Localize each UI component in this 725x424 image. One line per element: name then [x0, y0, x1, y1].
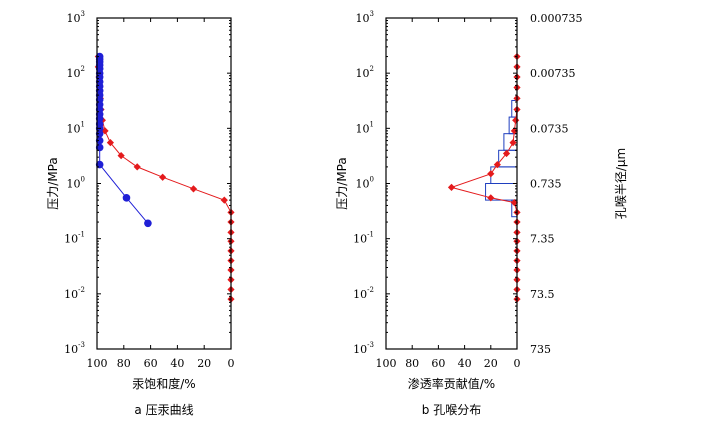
- data-point: [220, 196, 228, 204]
- data-point: [487, 170, 495, 178]
- y-tick-base: 10: [356, 12, 370, 25]
- y-tick-label: 102: [67, 65, 85, 80]
- y-axis-label: 压力/MPa: [46, 157, 60, 209]
- y2-tick-label: 0.0735: [530, 122, 569, 135]
- y-tick-label: 10-1: [64, 231, 85, 246]
- plot-frame: [96, 17, 232, 350]
- x-tick-label: 60: [431, 357, 445, 370]
- histogram-bar: [490, 166, 518, 184]
- x-tick-label: 40: [170, 357, 184, 370]
- y-tick-base: 10: [67, 178, 81, 191]
- y-tick-exponent: 3: [81, 10, 85, 18]
- data-point: [510, 199, 518, 207]
- y-tick-label: 103: [67, 10, 85, 25]
- y-tick-label: 102: [356, 65, 374, 80]
- y-tick-label: 100: [67, 176, 85, 191]
- y2-tick-label: 0.00735: [530, 67, 576, 80]
- x-axis-label: 汞饱和度/%: [132, 376, 195, 391]
- data-point: [144, 219, 152, 228]
- data-point: [117, 152, 125, 160]
- panel-b-pore-throat-distribution: 10310210110010-110-210-30.0007350.007350…: [335, 10, 628, 417]
- y-tick-base: 10: [356, 178, 370, 191]
- y-tick-exponent: 2: [370, 65, 374, 73]
- x-tick-label: 0: [228, 357, 235, 370]
- y-tick-exponent: -1: [78, 231, 85, 239]
- y-axis-label: 压力/MPa: [335, 157, 349, 209]
- y-tick-exponent: -1: [367, 231, 374, 239]
- data-point: [512, 116, 520, 124]
- y-tick-label: 10-1: [353, 231, 374, 246]
- data-point: [509, 139, 517, 147]
- data-point: [493, 161, 501, 169]
- y-tick-exponent: 1: [370, 120, 374, 128]
- y-tick-base: 10: [356, 67, 370, 80]
- y2-tick-label: 7.35: [530, 233, 555, 246]
- x-tick-label: 100: [87, 357, 108, 370]
- x-tick-label: 0: [514, 357, 521, 370]
- data-point: [95, 129, 104, 138]
- data-point: [502, 149, 511, 158]
- y-tick-exponent: 0: [81, 176, 85, 184]
- data-point: [133, 163, 141, 171]
- data-point: [189, 185, 198, 193]
- data-point: [95, 120, 104, 128]
- y2-tick-label: 0.735: [530, 178, 562, 191]
- data-point: [95, 136, 104, 145]
- y-tick-base: 10: [67, 122, 81, 135]
- x-tick-label: 60: [144, 357, 158, 370]
- x-axis-label: 渗透率贡献值/%: [408, 376, 495, 391]
- y-tick-base: 10: [67, 12, 81, 25]
- y2-axis-label: 孔喉半径/μm: [614, 148, 628, 219]
- y-tick-base: 10: [356, 122, 370, 135]
- data-point: [122, 194, 131, 202]
- y-tick-base: 10: [67, 67, 81, 80]
- series-line: [449, 56, 518, 300]
- y-tick-label: 103: [356, 10, 374, 25]
- data-point: [487, 194, 495, 202]
- data-point: [95, 52, 104, 61]
- y-tick-exponent: -3: [78, 341, 85, 349]
- x-tick-label: 40: [458, 357, 472, 370]
- y-tick-exponent: -3: [367, 341, 374, 349]
- y-tick-exponent: 2: [81, 65, 85, 73]
- y2-tick-label: 735: [530, 343, 551, 356]
- y-tick-base: 10: [353, 288, 367, 301]
- data-point: [95, 143, 104, 152]
- data-point: [106, 139, 114, 147]
- y-tick-label: 10-3: [353, 341, 374, 356]
- y-tick-base: 10: [64, 343, 78, 356]
- y-tick-base: 10: [64, 233, 78, 246]
- y-tick-exponent: 3: [370, 10, 374, 18]
- y-tick-label: 101: [67, 120, 85, 135]
- x-tick-label: 80: [405, 357, 419, 370]
- y-tick-exponent: -2: [367, 286, 374, 294]
- x-tick-label: 20: [484, 357, 498, 370]
- y-tick-base: 10: [353, 343, 367, 356]
- y-tick-exponent: 0: [370, 176, 374, 184]
- y-tick-label: 100: [356, 176, 374, 191]
- y-tick-exponent: -2: [78, 286, 85, 294]
- y2-tick-label: 0.000735: [530, 12, 583, 25]
- data-point: [447, 183, 456, 191]
- y-tick-base: 10: [64, 288, 78, 301]
- y-tick-label: 101: [356, 120, 374, 135]
- y-tick-label: 10-2: [353, 286, 374, 301]
- x-tick-label: 20: [197, 357, 211, 370]
- data-point: [159, 173, 167, 181]
- y2-tick-label: 73.5: [530, 288, 555, 301]
- panel-caption: a 压汞曲线: [134, 403, 193, 417]
- y-tick-label: 10-3: [64, 341, 85, 356]
- x-tick-label: 100: [376, 357, 397, 370]
- x-tick-label: 80: [117, 357, 131, 370]
- y-tick-exponent: 1: [81, 120, 85, 128]
- y-tick-label: 10-2: [64, 286, 85, 301]
- panel-caption: b 孔喉分布: [422, 403, 481, 417]
- data-point: [510, 127, 518, 135]
- y-tick-base: 10: [353, 233, 367, 246]
